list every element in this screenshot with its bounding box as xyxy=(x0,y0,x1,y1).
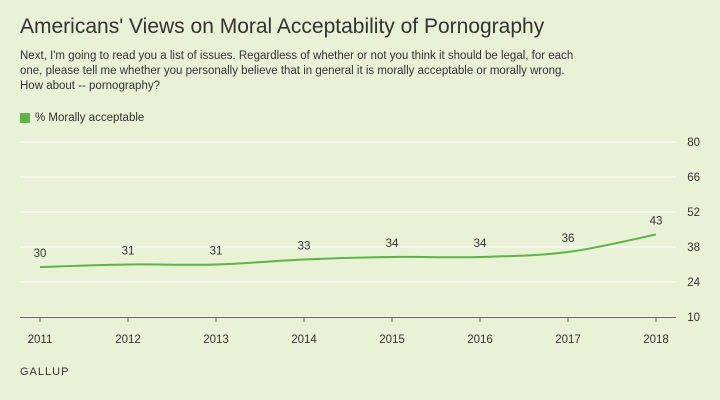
data-label: 43 xyxy=(650,216,663,228)
y-tick-label: 38 xyxy=(687,242,700,254)
y-tick-label: 80 xyxy=(687,137,700,149)
chart-subtitle: Next, I'm going to read you a list of is… xyxy=(20,50,574,92)
x-tick-label: 2017 xyxy=(555,334,581,346)
chart-title: Americans' Views on Moral Acceptability … xyxy=(20,15,545,38)
x-tick-label: 2012 xyxy=(115,334,141,346)
x-tick-label: 2011 xyxy=(28,334,53,346)
legend-label: % Morally acceptable xyxy=(35,112,145,124)
y-tick-label: 66 xyxy=(687,172,700,184)
legend-swatch xyxy=(20,113,30,123)
data-label: 33 xyxy=(298,241,311,253)
series-line xyxy=(39,233,657,268)
legend: % Morally acceptable xyxy=(20,112,144,124)
y-tick-label: 24 xyxy=(687,277,700,289)
x-tick-label: 2018 xyxy=(643,334,669,346)
data-label: 34 xyxy=(386,238,399,250)
x-tick-label: 2015 xyxy=(379,334,405,346)
source-label: GALLUP xyxy=(20,366,70,378)
x-tick-label: 2013 xyxy=(203,334,229,346)
data-label: 31 xyxy=(210,246,223,258)
y-tick-label: 52 xyxy=(687,207,700,219)
x-tick-label: 2016 xyxy=(467,334,493,346)
data-label: 30 xyxy=(34,248,47,260)
x-tick-label: 2014 xyxy=(291,334,317,346)
y-tick-label: 10 xyxy=(687,312,700,324)
data-label: 34 xyxy=(474,238,487,250)
data-label: 31 xyxy=(122,246,135,258)
data-label: 36 xyxy=(562,233,575,245)
